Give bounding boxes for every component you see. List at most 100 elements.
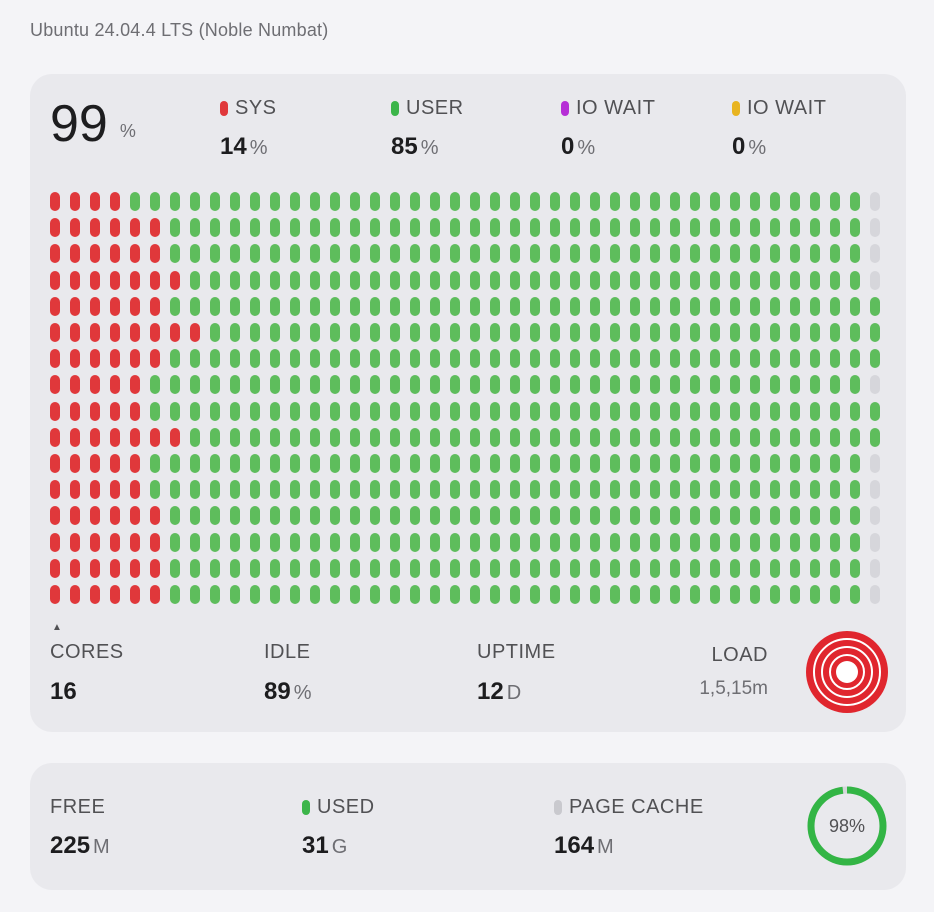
core-pill-user	[330, 244, 340, 264]
core-pill-user	[710, 323, 720, 342]
core-pill-sys	[130, 480, 140, 500]
core-pill-user	[530, 270, 540, 290]
core-pill-sys	[110, 192, 120, 211]
core-pill-user	[550, 218, 560, 238]
core-pill-user	[350, 506, 360, 526]
page-cache-unit: M	[597, 836, 614, 858]
core-pill-user	[450, 270, 460, 290]
core-pill-user	[790, 218, 800, 238]
stat-iowait-1-value: 0	[561, 133, 575, 160]
core-pill-sys	[150, 323, 160, 342]
core-pill-user	[350, 270, 360, 290]
core-pill-user	[270, 375, 280, 395]
core-pill-user	[310, 192, 320, 211]
core-pill-user	[790, 585, 800, 604]
core-pill-user	[530, 323, 540, 342]
core-pill-user	[590, 454, 600, 473]
core-pill-user	[310, 454, 320, 473]
core-pill-user	[770, 506, 780, 526]
core-pill-user	[550, 558, 560, 578]
core-pill-user	[750, 401, 760, 421]
core-pill-user	[790, 349, 800, 369]
core-pill-user	[410, 480, 420, 500]
core-pill-user	[470, 401, 480, 421]
core-pill-user	[830, 454, 840, 473]
core-pill-user	[170, 192, 180, 211]
core-pill-sys	[130, 270, 140, 290]
core-pill-user	[690, 296, 700, 316]
core-pill-user	[770, 454, 780, 473]
core-pill-user	[570, 218, 580, 238]
core-pill-user	[570, 401, 580, 421]
core-pill-user	[530, 532, 540, 552]
core-pill-user	[210, 585, 220, 604]
core-pill-user	[850, 192, 860, 211]
core-pill-user	[290, 192, 300, 211]
core-pill-user	[630, 323, 640, 342]
core-pill-idle	[870, 192, 880, 211]
core-pill-sys	[70, 454, 80, 473]
core-pill-user	[650, 323, 660, 342]
core-pill-user	[590, 427, 600, 447]
core-pill-user	[670, 270, 680, 290]
core-pill-user	[370, 349, 380, 369]
free-unit: M	[93, 836, 110, 858]
cores-value: 16	[50, 678, 77, 705]
cpu-total: 99%	[50, 98, 136, 150]
os-title: Ubuntu 24.04.4 LTS (Noble Numbat)	[30, 20, 329, 40]
core-pill-user	[470, 296, 480, 316]
core-pill-sys	[130, 401, 140, 421]
core-pill-sys	[70, 375, 80, 395]
core-pill-user	[330, 401, 340, 421]
core-pill-user	[290, 323, 300, 342]
core-pill-user	[410, 532, 420, 552]
core-pill-user	[430, 454, 440, 473]
core-pill-user	[570, 323, 580, 342]
core-pill-user	[610, 244, 620, 264]
stat-sys-label: SYS	[235, 96, 277, 119]
used-unit: G	[331, 836, 348, 858]
core-pill-user	[510, 349, 520, 369]
core-pill-user	[690, 375, 700, 395]
used-stat: USED 31 G	[302, 795, 375, 860]
core-pill-user	[510, 585, 520, 604]
stat-iowait-1-label: IO WAIT	[576, 96, 656, 119]
core-pill-user	[550, 296, 560, 316]
core-pill-user	[390, 454, 400, 473]
core-pill-user	[450, 480, 460, 500]
core-pill-user	[430, 480, 440, 500]
core-pill-user	[810, 480, 820, 500]
core-pill-idle	[870, 375, 880, 395]
core-pill-sys	[70, 270, 80, 290]
stat-iowait-2-unit: %	[748, 137, 767, 159]
stat-sys: SYS 14%	[220, 96, 277, 161]
core-pill-user	[430, 192, 440, 211]
core-pill-user	[170, 218, 180, 238]
core-pill-user	[550, 532, 560, 552]
core-pill-sys	[90, 218, 100, 238]
core-pill-user	[310, 244, 320, 264]
core-pill-user	[610, 192, 620, 211]
core-pill-user	[190, 506, 200, 526]
core-pill-user	[550, 480, 560, 500]
core-pill-user	[770, 585, 780, 604]
core-pill-user	[610, 506, 620, 526]
core-pill-sys	[50, 349, 60, 369]
core-pill-user	[450, 218, 460, 238]
core-pill-sys	[50, 192, 60, 211]
core-pill-user	[650, 270, 660, 290]
stat-iowait-2: IO WAIT 0%	[732, 96, 826, 161]
stat-iowait-2-label: IO WAIT	[747, 96, 827, 119]
core-pill-user	[270, 244, 280, 264]
core-pill-sys	[90, 192, 100, 211]
core-pill-user	[370, 323, 380, 342]
expand-triangle-icon[interactable]: ▲	[52, 622, 62, 633]
core-pill-user	[470, 585, 480, 604]
core-pill-user	[830, 270, 840, 290]
core-pill-user	[190, 349, 200, 369]
core-pill-user	[370, 427, 380, 447]
core-pill-user	[510, 270, 520, 290]
core-pill-user	[250, 427, 260, 447]
core-pill-user	[510, 558, 520, 578]
core-pill-user	[510, 480, 520, 500]
